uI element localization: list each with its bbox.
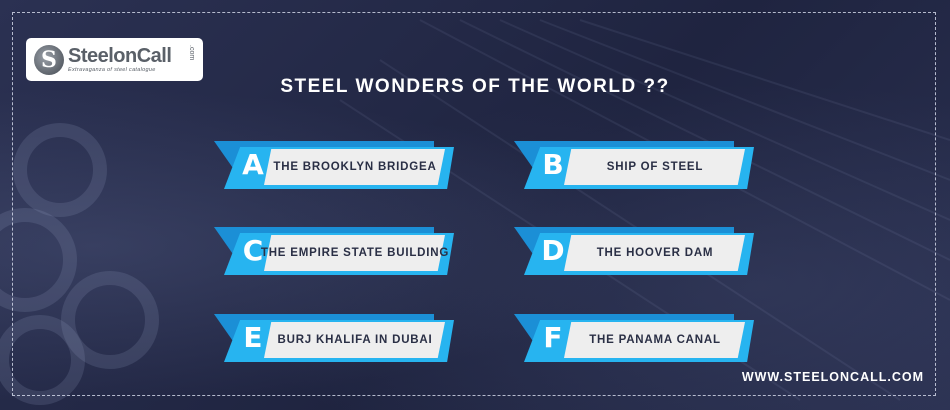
option-f[interactable]: F THE PANAMA CANAL [514,314,754,368]
option-letter: F [543,321,563,354]
option-label: THE HOOVER DAM [596,247,714,259]
website-url[interactable]: WWW.STEELONCALL.COM [741,370,924,384]
option-label: SHIP OF STEEL [606,161,704,173]
logo-name: SteelonCall [68,45,172,67]
logo-com: .com [188,45,195,61]
option-label: BURJ KHALIFA IN DUBAI [277,334,433,346]
logo-s-icon: S [34,44,64,75]
option-letter: A [242,148,264,181]
option-a[interactable]: A THE BROOKLYN BRIDGEA [214,141,454,195]
option-letter: C [242,234,264,267]
option-c[interactable]: C THE EMPIRE STATE BUILDING [214,227,454,281]
option-label: THE EMPIRE STATE BUILDING [260,247,450,259]
option-b[interactable]: B SHIP OF STEEL [514,141,754,195]
option-d[interactable]: D THE HOOVER DAM [514,227,754,281]
option-letter: E [243,321,263,354]
steeloncall-logo[interactable]: S SteelonCall Extravaganza of steel cata… [26,38,203,81]
option-e[interactable]: E BURJ KHALIFA IN DUBAI [214,314,454,368]
option-label: THE PANAMA CANAL [589,334,721,346]
logo-tagline: Extravaganza of steel catalogue [68,67,156,73]
option-letter: D [541,234,565,267]
option-label: THE BROOKLYN BRIDGEA [273,161,437,173]
option-letter: B [542,148,564,181]
page-title: STEEL WONDERS OF THE WORLD ?? [280,76,670,97]
dashed-border [12,12,936,396]
